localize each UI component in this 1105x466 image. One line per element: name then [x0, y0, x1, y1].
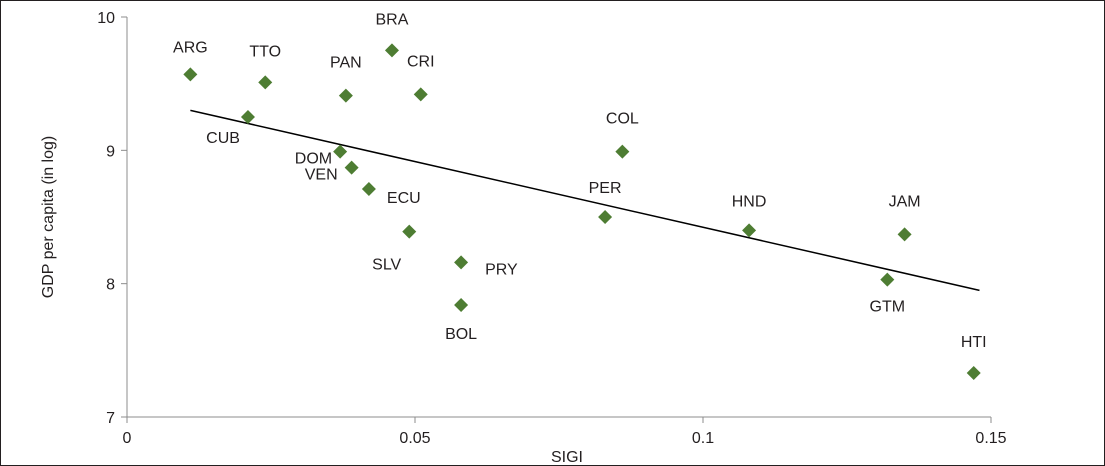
marker-arg — [183, 67, 198, 82]
point-label-hti: HTI — [961, 334, 987, 351]
marker-bol — [454, 298, 469, 312]
marker-bra — [384, 43, 399, 58]
point-label-per: PER — [589, 180, 622, 197]
point-label-cub: CUB — [206, 130, 240, 147]
ticks — [121, 16, 992, 423]
marker-gtm — [880, 272, 895, 287]
point-label-tto: TTO — [249, 43, 281, 60]
marker-pan — [338, 88, 353, 103]
markers — [183, 43, 981, 380]
point-label-col: COL — [606, 111, 639, 128]
marker-per — [598, 210, 613, 224]
point-label-pry: PRY — [485, 261, 518, 278]
point-label-ven: VEN — [305, 167, 338, 184]
point-label-bol: BOL — [445, 326, 477, 343]
point-label-cri: CRI — [407, 53, 435, 70]
marker-cri — [413, 87, 428, 102]
point-label-arg: ARG — [173, 39, 208, 56]
marker-cub — [240, 110, 255, 124]
x-tick-label: 0.15 — [975, 430, 1006, 447]
marker-pry — [454, 255, 469, 270]
trendline — [190, 109, 980, 292]
point-label-dom: DOM — [295, 151, 332, 168]
marker-jam — [897, 227, 912, 242]
y-tick-label: 9 — [106, 143, 115, 160]
tick-labels: 7 8 9 10 0 0.05 0.1 0.15 — [97, 10, 1006, 447]
marker-slv — [402, 224, 417, 239]
y-axis-title: GDP per capita (in log) — [40, 136, 57, 298]
point-label-hnd: HND — [732, 193, 767, 210]
marker-dom — [333, 144, 348, 159]
marker-tto — [258, 75, 273, 90]
marker-hnd — [742, 223, 757, 238]
x-tick-label: 0.1 — [692, 430, 714, 447]
y-tick-label: 10 — [97, 10, 115, 27]
y-tick-label: 8 — [106, 277, 115, 294]
x-tick-label: 0.05 — [399, 430, 430, 447]
point-label-jam: JAM — [889, 193, 921, 210]
axes — [126, 17, 991, 418]
point-label-bra: BRA — [376, 11, 409, 28]
marker-col — [615, 144, 630, 159]
point-label-gtm: GTM — [870, 299, 906, 316]
marker-hti — [966, 366, 981, 380]
point-label-pan: PAN — [330, 55, 362, 72]
x-tick-label: 0 — [123, 430, 132, 447]
x-axis-title: SIGI — [551, 449, 583, 465]
point-label-slv: SLV — [372, 257, 401, 274]
y-tick-label: 7 — [106, 410, 115, 427]
marker-ven — [344, 160, 359, 175]
point-label-ecu: ECU — [387, 190, 421, 207]
marker-ecu — [361, 182, 376, 196]
